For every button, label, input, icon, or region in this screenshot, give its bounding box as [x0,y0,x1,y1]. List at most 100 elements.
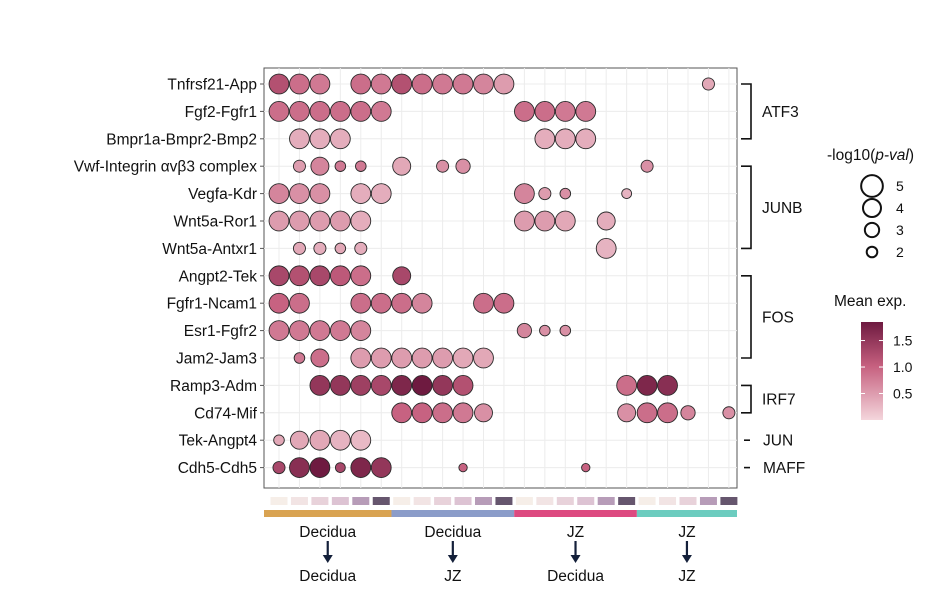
group-bars [264,510,737,517]
dot-bmpr1a-bmpr2-bmp2-c13 [534,128,556,150]
dot-vwf-integrin-v-3-complex-c6 [392,156,412,176]
dot-jam2-jam3-c6 [391,347,413,369]
dot-jam2-jam3-c5 [370,347,392,369]
data-points [268,73,736,478]
row-label-vwf-integrin-v-3-complex: Vwf-Integrin αvβ3 complex [74,159,258,176]
dot-cd74-mif-c20 [680,405,696,421]
dot-vwf-integrin-v-3-complex-c2 [310,156,330,176]
dot-angpt2-tek-c2 [309,265,331,287]
dot-cd74-mif-c22 [722,406,736,420]
column-tile [352,497,370,505]
dot-wnt5a-ror1-c2 [309,210,331,232]
dot-jam2-jam3-c9 [452,347,474,369]
dot-angpt2-tek-c1 [289,265,310,287]
dot-vegfa-kdr-c1 [289,183,310,204]
dot-fgfr1-ncam1-c0 [268,292,290,314]
dot-cd74-mif-c19 [657,402,678,424]
dot-esr1-fgfr2-c3 [329,320,351,341]
group-labels: Decidua Decidua Decidua JZ JZ Decidua JZ JZ [299,524,695,585]
dot-ramp3-adm-c5 [370,375,392,396]
dot-angpt2-tek-c6 [392,266,412,286]
dot-vegfa-kdr-c2 [309,183,331,204]
tf-bracket [741,384,752,414]
dot-wnt5a-ror1-c1 [289,210,310,232]
column-tile [475,497,492,505]
dot-vwf-integrin-v-3-complex-c9 [455,158,471,174]
dot-tnfrsf21-app-c4 [350,73,372,95]
column-tile [577,497,595,505]
column-tile [270,497,288,505]
group-to-label: JZ [678,568,695,585]
dot-fgf2-fgfr1-c12 [514,101,535,122]
row-label-vegfa-kdr: Vegfa-Kdr [188,186,257,203]
group-bar-3 [636,510,737,517]
dot-esr1-fgfr2-c12 [516,323,533,339]
dot-cdh5-cdh5-c2 [309,457,331,478]
tf-label-maff: MAFF [763,460,805,477]
dot-bmpr1a-bmpr2-bmp2-c2 [309,128,331,150]
dot-vegfa-kdr-c4 [350,183,372,204]
row-label-wnt5a-ror1: Wnt5a-Ror1 [173,214,257,231]
row-label-esr1-fgfr2: Esr1-Fgfr2 [184,323,257,340]
dot-fgf2-fgfr1-c14 [554,101,576,122]
color-legend: Mean exp. 1.5 1.0 0.5 [834,293,913,420]
dot-vwf-integrin-v-3-complex-c3 [334,160,347,172]
dot-tnfrsf21-app-c7 [411,73,433,95]
row-label-cd74-mif: Cd74-Mif [194,405,258,422]
dot-fgfr1-ncam1-c1 [289,292,310,314]
dot-cd74-mif-c9 [452,402,474,424]
dot-tek-angpt4-c1 [290,430,309,450]
dot-fgfr1-ncam1-c6 [391,292,413,314]
dot-ramp3-adm-c17 [616,375,638,396]
dot-bmpr1a-bmpr2-bmp2-c14 [554,128,576,150]
dot-cdh5-cdh5-c5 [370,457,392,478]
column-tile [372,497,390,505]
arrow-down-icon [322,555,333,563]
tf-label-junb: JUNB [762,200,802,217]
dot-tnfrsf21-app-c5 [370,73,392,95]
dot-fgfr1-ncam1-c4 [350,292,372,314]
dot-vwf-integrin-v-3-complex-c4 [355,160,367,172]
dot-tek-angpt4-c2 [309,429,331,451]
dot-esr1-fgfr2-c1 [289,320,310,341]
dot-cd74-mif-c7 [411,402,433,424]
group-from-label: JZ [567,524,584,541]
column-color-strip [270,497,738,505]
row-label-angpt2-tek: Angpt2-Tek [179,268,258,285]
column-tile [659,497,677,505]
column-tile [638,497,656,505]
tf-label-fos: FOS [762,309,794,326]
dot-cdh5-cdh5-c3 [334,462,346,473]
dot-vegfa-kdr-c5 [370,183,392,204]
dot-tnfrsf21-app-c10 [473,73,494,95]
dot-wnt5a-ror1-c12 [514,210,535,232]
tf-label-atf3: ATF3 [762,104,799,121]
tf-bracket [741,83,752,140]
row-label-ramp3-adm: Ramp3-Adm [170,378,257,395]
color-legend-label: 1.0 [893,359,913,375]
group-bar-2 [514,510,637,517]
dot-fgfr1-ncam1-c10 [473,292,494,314]
group-to-label: Decidua [547,568,604,585]
row-label-tek-angpt4: Tek-Angpt4 [179,433,258,450]
row-label-fgf2-fgfr1: Fgf2-Fgfr1 [185,104,257,121]
dot-esr1-fgfr2-c0 [268,320,290,341]
column-tile [556,497,574,505]
dot-bmpr1a-bmpr2-bmp2-c1 [289,128,310,150]
column-tile [311,497,329,505]
dot-fgf2-fgfr1-c2 [309,101,331,122]
dot-wnt5a-antxr1-c1 [292,241,306,255]
column-tile [618,497,636,505]
arrow-down-icon [447,555,458,563]
group-from-label: Decidua [299,524,356,541]
color-legend-label: 0.5 [893,386,913,402]
dot-tnfrsf21-app-c1 [289,73,310,95]
dot-vwf-integrin-v-3-complex-c1 [292,159,306,173]
dot-cd74-mif-c6 [391,402,413,424]
column-tile [434,497,452,505]
arrow-down-icon [570,555,581,563]
color-legend-title: Mean exp. [834,293,906,310]
column-tile [454,497,472,505]
dot-cdh5-cdh5-c0 [272,461,286,475]
dot-esr1-fgfr2-c13 [539,324,551,337]
